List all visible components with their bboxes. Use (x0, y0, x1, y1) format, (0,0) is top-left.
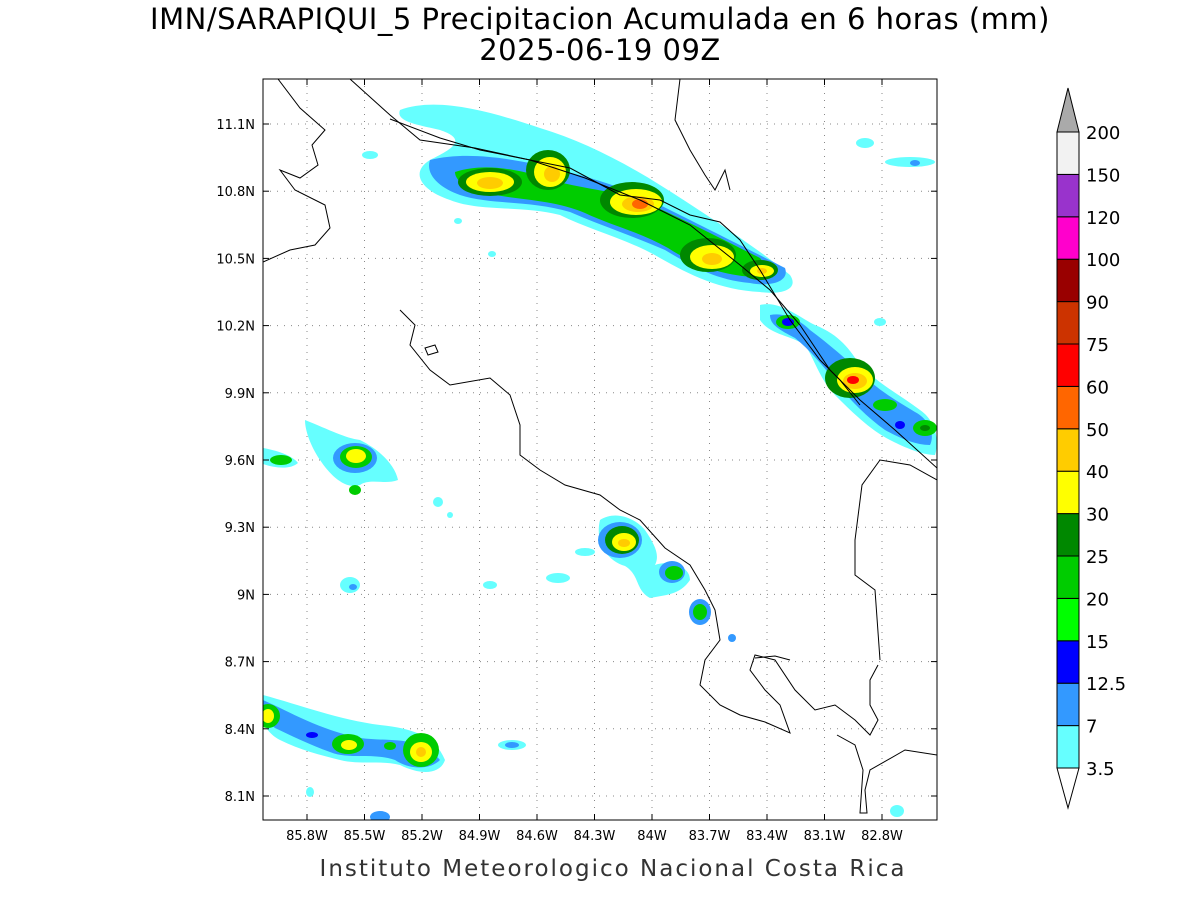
colorbar-swatch (1056, 470, 1080, 515)
colorbar-label: 20 (1086, 589, 1109, 610)
rain-band-southwest (263, 695, 904, 820)
lon-tick-label: 85.8W (286, 829, 328, 844)
colorbar-swatch (1056, 640, 1080, 684)
colorbar-label: 40 (1086, 462, 1109, 483)
lon-tick-label: 83.1W (804, 829, 846, 844)
rain-band-north (362, 104, 935, 293)
colorbar-swatch (1056, 385, 1080, 430)
colorbar-swatch (1056, 131, 1080, 175)
colorbar-label: 25 (1086, 547, 1109, 568)
colorbar-label: 60 (1086, 377, 1109, 398)
longitude-axis: 85.8W 85.5W 85.2W 84.9W 84.6W 84.3W 84W 83.7W 83… (286, 79, 903, 844)
precipitation-field (263, 104, 937, 820)
map-title: IMN/SARAPIQUI_5 Precipitacion Acumulada … (150, 2, 1050, 36)
colorbar-label: 100 (1086, 250, 1120, 271)
lon-tick-label: 83.4W (746, 829, 788, 844)
map-subtitle-date: 2025-06-19 09Z (479, 33, 721, 67)
lat-tick-label: 10.5N (216, 252, 255, 267)
colorbar-label: 150 (1086, 165, 1120, 186)
colorbar-swatch (1056, 597, 1080, 642)
lat-tick-label: 10.2N (216, 320, 255, 335)
colorbar-swatch (1056, 428, 1080, 472)
lon-tick-label: 84.6W (516, 829, 558, 844)
lon-tick-label: 84.3W (574, 829, 616, 844)
colorbar-under-triangle (1056, 767, 1080, 810)
lat-tick-label: 9.6N (225, 454, 255, 469)
colorbar-swatch (1056, 258, 1080, 303)
colorbar-label: 7 (1086, 717, 1097, 738)
country-border (389, 118, 861, 406)
lat-tick-label: 8.4N (225, 723, 255, 738)
colorbar-swatch (1056, 301, 1080, 345)
colorbar-swatch (1056, 513, 1080, 557)
lat-tick-label: 9N (237, 588, 255, 603)
colorbar-label: 75 (1086, 335, 1109, 356)
colorbar-label: 50 (1086, 420, 1109, 441)
footer-credit: Instituto Meteorologico Nacional Costa R… (319, 856, 907, 882)
colorbar-over-triangle (1056, 87, 1080, 133)
lon-tick-label: 83.7W (689, 829, 731, 844)
lat-tick-label: 8.1N (225, 790, 255, 805)
colorbar-swatch (1056, 682, 1080, 727)
colorbar-swatch (1056, 343, 1080, 387)
lat-tick-label: 9.9N (225, 387, 255, 402)
lon-tick-label: 85.5W (344, 829, 386, 844)
lat-tick-label: 11.1N (216, 118, 255, 133)
lat-tick-label: 8.7N (225, 656, 255, 671)
coastline (263, 79, 937, 814)
map-frame (262, 78, 938, 821)
lon-tick-label: 82.8W (861, 829, 903, 844)
colorbar-label: 120 (1086, 208, 1120, 229)
colorbar-swatch (1056, 216, 1080, 260)
colorbar: 3.5 7 12.5 15 20 25 30 40 50 60 75 90 100 120 150 200 (1056, 87, 1126, 810)
colorbar-label: 200 (1086, 123, 1120, 144)
lat-tick-label: 10.8N (216, 185, 255, 200)
colorbar-label: 3.5 (1086, 759, 1115, 780)
colorbar-swatch (1056, 555, 1080, 599)
lon-tick-label: 85.2W (401, 829, 443, 844)
colorbar-swatch (1056, 173, 1080, 218)
colorbar-label: 12.5 (1086, 674, 1126, 695)
colorbar-label: 30 (1086, 505, 1109, 526)
rain-cluster-pacific-west (263, 420, 453, 593)
lon-tick-label: 84.9W (459, 829, 501, 844)
colorbar-label: 15 (1086, 632, 1109, 653)
lon-tick-label: 84W (637, 829, 667, 844)
rain-cluster-central-pacific (483, 515, 736, 642)
latitude-axis: 11.1N 10.8N 10.5N 10.2N 9.9N 9.6N 9.3N 9N 8.7N 8.… (216, 118, 937, 805)
lat-tick-label: 9.3N (225, 521, 255, 536)
colorbar-swatch (1056, 725, 1080, 769)
colorbar-label: 90 (1086, 293, 1109, 314)
